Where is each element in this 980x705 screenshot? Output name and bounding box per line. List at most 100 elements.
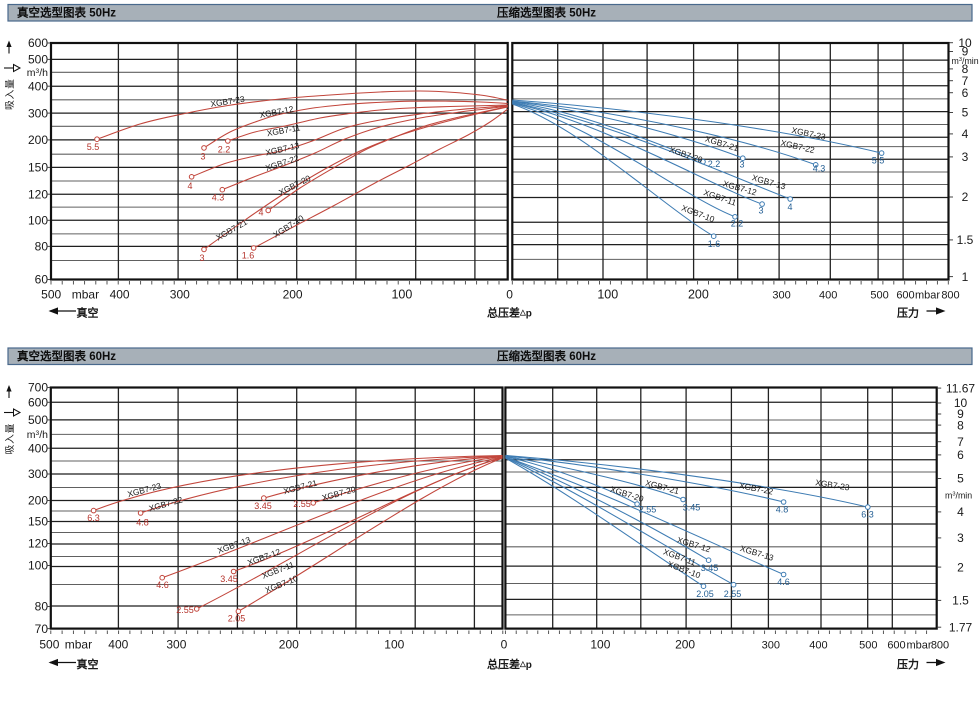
svg-text:4.8: 4.8 <box>136 518 149 528</box>
svg-text:100: 100 <box>28 559 48 573</box>
svg-text:100: 100 <box>384 638 404 652</box>
svg-text:mbar: mbar <box>65 638 92 652</box>
svg-text:4.3: 4.3 <box>813 164 826 174</box>
svg-text:70: 70 <box>35 622 49 636</box>
svg-text:200: 200 <box>688 288 709 302</box>
svg-text:4.3: 4.3 <box>212 193 225 203</box>
svg-text:m3/h: m3/h <box>27 429 48 441</box>
svg-text:500: 500 <box>41 288 61 302</box>
svg-text:200: 200 <box>279 638 299 652</box>
svg-text:真空: 真空 <box>77 657 99 671</box>
svg-text:m3/min: m3/min <box>945 490 972 500</box>
svg-text:8: 8 <box>957 418 964 432</box>
svg-text:7: 7 <box>957 435 964 449</box>
svg-text:1: 1 <box>962 270 969 284</box>
svg-text:5.5: 5.5 <box>872 156 885 166</box>
svg-text:400: 400 <box>28 441 48 455</box>
svg-text:吸入量: 吸入量 <box>4 423 16 455</box>
svg-text:2.55: 2.55 <box>724 589 742 599</box>
svg-text:XGB7-10: XGB7-10 <box>271 213 306 240</box>
svg-text:0: 0 <box>506 288 513 302</box>
svg-text:mbar: mbar <box>906 640 931 652</box>
svg-text:4.6: 4.6 <box>777 577 790 587</box>
svg-text:0: 0 <box>501 638 508 652</box>
svg-text:150: 150 <box>28 161 48 175</box>
svg-text:300: 300 <box>28 467 48 481</box>
svg-text:1.6: 1.6 <box>242 251 255 261</box>
svg-text:9: 9 <box>957 407 964 421</box>
svg-text:400: 400 <box>819 290 837 302</box>
svg-text:m3/min: m3/min <box>952 56 979 66</box>
svg-text:120: 120 <box>28 187 48 201</box>
svg-text:mbar: mbar <box>915 290 940 302</box>
svg-text:2.05: 2.05 <box>696 589 714 599</box>
svg-text:4.6: 4.6 <box>156 580 169 590</box>
svg-text:3: 3 <box>957 531 964 545</box>
svg-text:7: 7 <box>962 74 969 88</box>
svg-text:1.5: 1.5 <box>957 233 974 247</box>
svg-text:500: 500 <box>28 413 48 427</box>
svg-text:200: 200 <box>28 133 48 147</box>
svg-text:3.45: 3.45 <box>701 563 719 573</box>
svg-text:800: 800 <box>931 640 949 652</box>
svg-text:9: 9 <box>962 45 969 59</box>
svg-text:100: 100 <box>28 214 48 228</box>
svg-text:6: 6 <box>957 448 964 462</box>
svg-text:XGB7-23: XGB7-23 <box>126 481 162 500</box>
svg-text:2.2: 2.2 <box>218 145 231 155</box>
svg-text:4.8: 4.8 <box>776 505 789 515</box>
svg-text:300: 300 <box>170 288 190 302</box>
svg-text:压缩选型图表 60Hz: 压缩选型图表 60Hz <box>497 349 596 363</box>
svg-text:200: 200 <box>675 638 695 652</box>
svg-text:3.45: 3.45 <box>683 503 701 513</box>
svg-text:XGB7-23: XGB7-23 <box>791 125 827 142</box>
svg-text:600: 600 <box>887 640 905 652</box>
svg-text:压力: 压力 <box>897 305 919 319</box>
svg-text:600: 600 <box>28 396 48 410</box>
svg-text:XGB7-23: XGB7-23 <box>210 94 246 109</box>
svg-text:3: 3 <box>200 152 205 162</box>
svg-text:1.6: 1.6 <box>708 239 721 249</box>
svg-text:4: 4 <box>962 127 969 141</box>
svg-text:XGB7-13: XGB7-13 <box>739 543 775 563</box>
svg-text:100: 100 <box>590 638 610 652</box>
svg-text:6: 6 <box>962 86 969 100</box>
svg-text:真空选型图表 50Hz: 真空选型图表 50Hz <box>17 6 116 20</box>
svg-text:3.45: 3.45 <box>220 574 238 584</box>
svg-text:1.5: 1.5 <box>952 594 969 608</box>
svg-text:4: 4 <box>187 181 192 191</box>
svg-text:11.67: 11.67 <box>946 381 975 395</box>
svg-text:400: 400 <box>108 638 128 652</box>
svg-text:60: 60 <box>35 273 49 287</box>
svg-text:6.3: 6.3 <box>87 513 100 523</box>
svg-text:真空: 真空 <box>77 305 99 319</box>
svg-text:80: 80 <box>35 240 49 254</box>
svg-text:5: 5 <box>957 472 964 486</box>
svg-text:2: 2 <box>957 560 964 574</box>
svg-text:4: 4 <box>787 202 792 212</box>
svg-text:2.05: 2.05 <box>228 614 246 624</box>
svg-text:3: 3 <box>758 206 763 216</box>
svg-text:4: 4 <box>258 208 263 218</box>
svg-text:m3/h: m3/h <box>27 67 48 79</box>
svg-text:600: 600 <box>28 36 48 50</box>
svg-text:XGB7-12: XGB7-12 <box>259 104 295 120</box>
svg-text:500: 500 <box>859 640 877 652</box>
svg-text:压力: 压力 <box>897 657 919 671</box>
svg-text:2.2: 2.2 <box>731 219 744 229</box>
svg-text:400: 400 <box>809 640 827 652</box>
svg-text:真空选型图表 60Hz: 真空选型图表 60Hz <box>17 349 116 363</box>
svg-text:80: 80 <box>35 600 49 614</box>
svg-text:300: 300 <box>28 106 48 120</box>
svg-text:XGB7-22: XGB7-22 <box>780 138 816 156</box>
svg-text:400: 400 <box>28 79 48 93</box>
svg-text:800: 800 <box>941 290 959 302</box>
svg-text:3: 3 <box>199 253 204 263</box>
svg-text:2.55: 2.55 <box>293 499 311 509</box>
svg-text:150: 150 <box>28 515 48 529</box>
svg-text:100: 100 <box>391 288 412 302</box>
svg-text:总压差△p: 总压差△p <box>487 657 532 671</box>
svg-text:6.3: 6.3 <box>861 510 874 520</box>
svg-text:3: 3 <box>962 150 969 164</box>
svg-text:200: 200 <box>28 494 48 508</box>
